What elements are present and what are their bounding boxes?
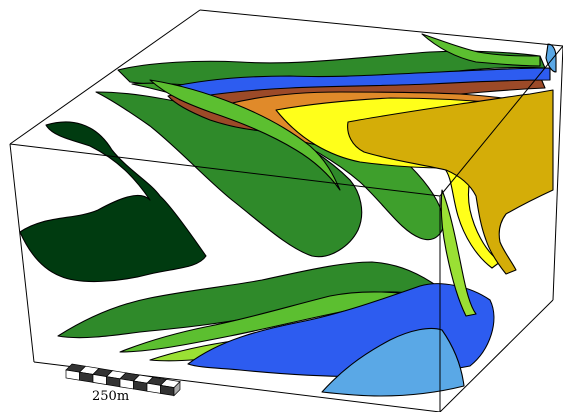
sky-blue-right-sliver	[545, 43, 557, 73]
green-right-face-wedge	[421, 33, 541, 67]
block-frame	[9, 9, 563, 413]
lime-right-strip	[440, 189, 477, 317]
scale-bar-segment-face	[106, 376, 121, 388]
scale-bar-end-cap	[173, 380, 181, 397]
sky-blue-front-lens	[321, 327, 465, 397]
scale-bar-segment-face	[146, 382, 161, 394]
scale-bar-label: 250m	[92, 389, 130, 404]
scale-bar-segment-face	[79, 371, 94, 383]
scale-bar-segment-face	[92, 373, 107, 386]
scale-bar-segment-face	[133, 380, 148, 392]
scale-bar	[65, 363, 181, 397]
dark-green-layer	[19, 121, 207, 283]
gold-fold-core	[347, 89, 554, 275]
scale-bar-segment-face	[160, 384, 175, 397]
light-green-upper-tongue	[149, 79, 341, 191]
scale-bar-segment-face	[119, 378, 134, 390]
scale-bar-segment-face	[65, 369, 80, 381]
